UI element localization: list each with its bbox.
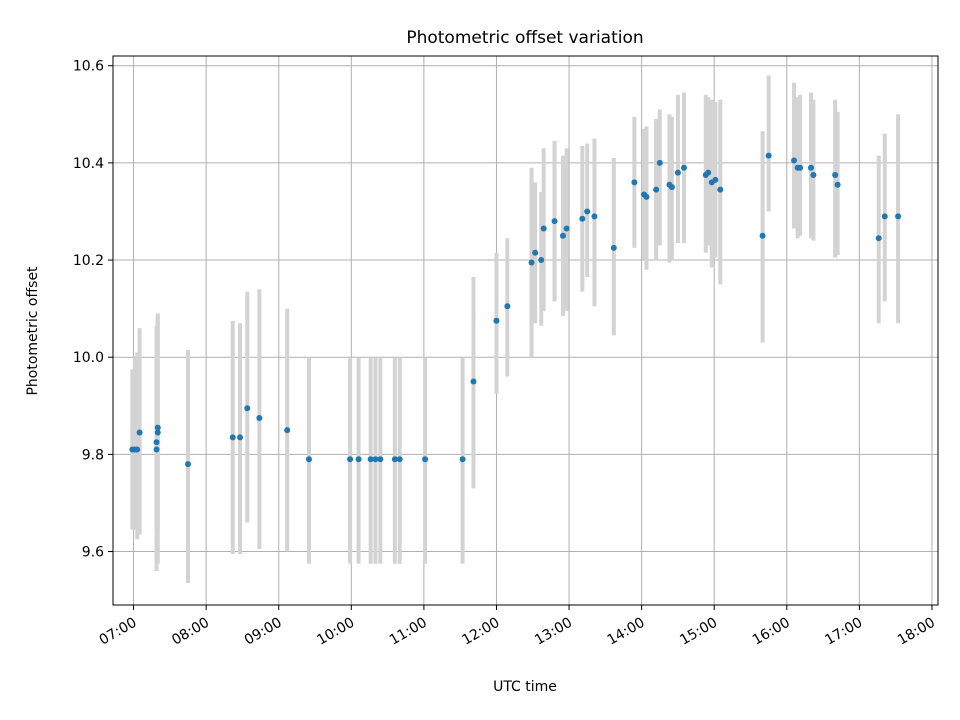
data-point bbox=[674, 169, 681, 176]
data-point bbox=[712, 176, 719, 183]
data-point bbox=[284, 427, 291, 434]
data-point bbox=[875, 235, 882, 242]
data-point bbox=[347, 456, 354, 463]
data-point bbox=[705, 169, 712, 176]
data-point bbox=[377, 456, 384, 463]
y-axis-label: Photometric offset bbox=[25, 266, 41, 396]
data-point bbox=[367, 456, 374, 463]
y-tick-label: 10.6 bbox=[73, 59, 104, 75]
data-point bbox=[244, 405, 251, 412]
data-point bbox=[579, 215, 586, 222]
data-point bbox=[551, 218, 558, 225]
data-point bbox=[791, 157, 798, 164]
data-point bbox=[396, 456, 403, 463]
y-tick-label: 10.4 bbox=[73, 156, 104, 172]
data-point bbox=[653, 186, 660, 193]
data-point bbox=[528, 259, 535, 266]
data-point bbox=[134, 446, 141, 453]
data-point bbox=[504, 303, 511, 310]
data-point bbox=[610, 244, 617, 251]
data-point bbox=[832, 172, 839, 179]
data-point bbox=[807, 164, 814, 171]
data-point bbox=[584, 208, 591, 215]
data-point bbox=[459, 456, 466, 463]
y-tick-label: 9.8 bbox=[82, 447, 104, 463]
data-point bbox=[643, 193, 650, 200]
data-point bbox=[136, 429, 143, 436]
y-tick-label: 9.6 bbox=[82, 545, 104, 561]
data-point bbox=[154, 429, 161, 436]
data-point bbox=[668, 184, 675, 191]
y-tick-label: 10.0 bbox=[73, 350, 104, 366]
data-point bbox=[153, 446, 160, 453]
data-point bbox=[153, 439, 160, 446]
data-point bbox=[391, 456, 398, 463]
chart-title: Photometric offset variation bbox=[406, 28, 643, 48]
data-point bbox=[538, 257, 545, 264]
data-point bbox=[563, 225, 570, 232]
data-point bbox=[493, 317, 500, 324]
data-point bbox=[895, 213, 902, 220]
data-point bbox=[810, 172, 817, 179]
data-point bbox=[185, 461, 191, 468]
data-point bbox=[422, 456, 429, 463]
data-point bbox=[717, 186, 724, 193]
data-points bbox=[129, 152, 902, 468]
data-point bbox=[560, 232, 566, 239]
data-point bbox=[305, 456, 312, 463]
data-point bbox=[680, 164, 687, 171]
data-point bbox=[834, 181, 841, 188]
data-point bbox=[631, 179, 638, 186]
data-point bbox=[154, 424, 161, 431]
data-point bbox=[372, 456, 379, 463]
data-point bbox=[797, 164, 804, 171]
data-point bbox=[256, 414, 263, 421]
data-point bbox=[532, 249, 539, 256]
data-point bbox=[237, 434, 244, 441]
plot-frame bbox=[112, 55, 939, 606]
x-axis-label: UTC time bbox=[493, 679, 557, 695]
data-point bbox=[229, 434, 236, 441]
data-point bbox=[881, 213, 888, 220]
data-point bbox=[355, 456, 362, 463]
y-axis-ticks: 9.6 9.8 10.0 10.2 10.4 10.6 bbox=[73, 59, 113, 561]
y-tick-label: 10.2 bbox=[73, 253, 104, 269]
data-point bbox=[759, 232, 766, 239]
data-point bbox=[540, 225, 547, 232]
data-point bbox=[656, 159, 663, 166]
data-point bbox=[591, 213, 598, 220]
data-point bbox=[470, 378, 477, 385]
data-point bbox=[765, 152, 772, 159]
